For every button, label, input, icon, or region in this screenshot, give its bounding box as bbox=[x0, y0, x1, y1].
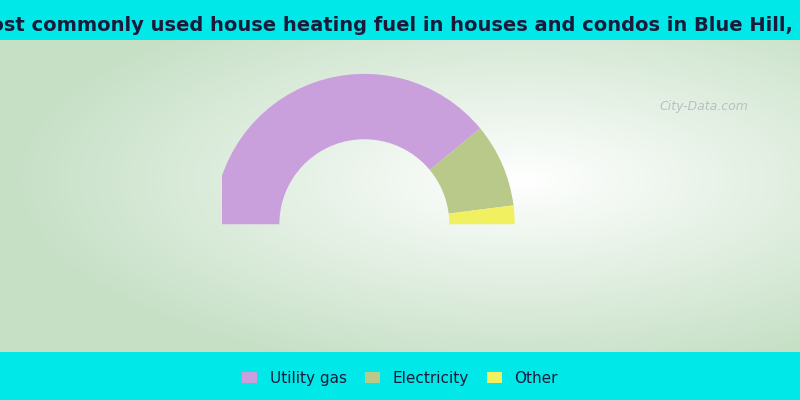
Wedge shape bbox=[214, 74, 480, 224]
Text: Most commonly used house heating fuel in houses and condos in Blue Hill, NE: Most commonly used house heating fuel in… bbox=[0, 16, 800, 35]
Wedge shape bbox=[449, 205, 514, 224]
Text: City-Data.com: City-Data.com bbox=[659, 100, 749, 113]
Wedge shape bbox=[430, 128, 514, 214]
Legend: Utility gas, Electricity, Other: Utility gas, Electricity, Other bbox=[236, 365, 564, 392]
